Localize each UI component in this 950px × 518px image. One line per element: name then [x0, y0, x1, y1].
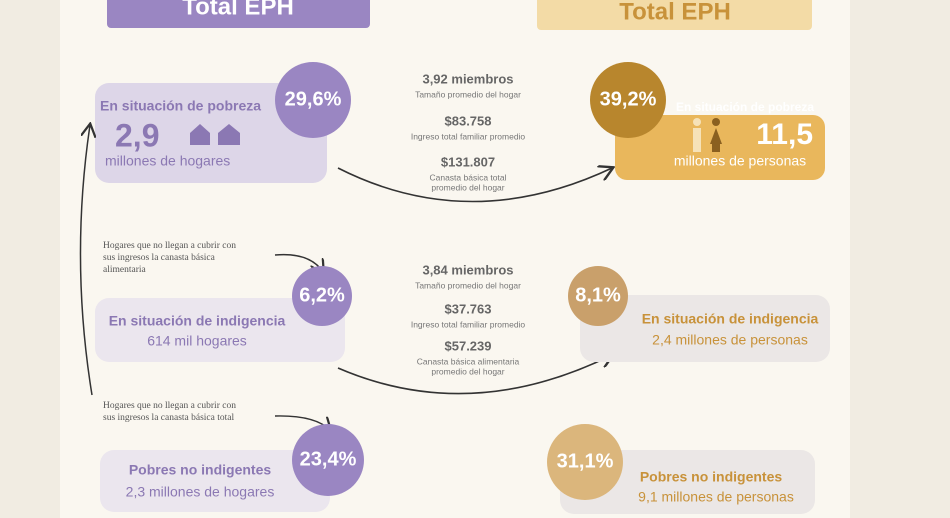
box — [100, 450, 330, 512]
box — [95, 298, 345, 362]
note: Hogares que no llegan a cubrir con sus in… — [103, 241, 236, 275]
label: En situación de indigencia — [642, 311, 819, 327]
stat-caption: Canasta básica total — [429, 172, 506, 182]
left-header-title: Total EPH — [182, 0, 294, 20]
box — [95, 83, 327, 183]
arrow — [337, 168, 612, 203]
percent-circle — [292, 266, 352, 326]
label: Pobres no indigentes — [129, 462, 272, 478]
percent: 8,1% — [575, 284, 621, 306]
left-header — [107, 0, 370, 28]
stats: 3,84 miembros Tamaño promedio del hogar $3… — [411, 262, 526, 376]
percent: 39,2% — [600, 88, 657, 110]
stat-value: 3,84 miembros — [422, 262, 513, 277]
stat-caption: promedio del hogar — [431, 182, 504, 192]
percent-circle — [275, 62, 351, 138]
box — [580, 295, 830, 362]
unit: 2,4 millones de personas — [652, 332, 808, 348]
percent-circle — [568, 266, 628, 326]
stat-value: $57.239 — [445, 338, 492, 353]
stat-value: $83.758 — [445, 113, 492, 128]
percent-circle — [590, 62, 666, 138]
stat-value: $131.807 — [441, 154, 495, 169]
unit: 614 mil hogares — [147, 333, 247, 349]
right-header-title: Total EPH — [619, 0, 731, 25]
percent: 6,2% — [299, 284, 345, 306]
percent: 31,1% — [557, 450, 614, 472]
unit: millones de personas — [674, 153, 806, 169]
arrow — [79, 125, 92, 396]
big-number: 11,5 — [756, 118, 813, 151]
percent: 23,4% — [300, 448, 357, 470]
stat-value: $37.763 — [445, 301, 492, 316]
stat-caption: Canasta básica alimentaria — [417, 356, 520, 366]
label: En situación de pobreza — [100, 98, 261, 114]
stat-caption: Ingreso total familiar promedio — [411, 131, 526, 141]
house-icons — [190, 124, 240, 145]
unit: 2,3 millones de hogares — [126, 484, 275, 500]
box — [560, 450, 815, 514]
label: En situación de pobreza — [676, 100, 814, 114]
percent-circle — [292, 424, 364, 496]
stat-caption: promedio del hogar — [431, 366, 504, 376]
label: En situación de indigencia — [109, 313, 286, 329]
percent-circle — [547, 424, 623, 500]
unit: millones de hogares — [105, 153, 230, 169]
stat-caption: Tamaño promedio del hogar — [415, 89, 521, 99]
arrow — [337, 355, 612, 395]
stat-value: 3,92 miembros — [422, 71, 513, 86]
unit: 9,1 millones de personas — [638, 489, 794, 505]
people-icons — [693, 118, 722, 152]
big-number: 2,9 — [115, 117, 159, 153]
percent: 29,6% — [285, 88, 342, 110]
label: Pobres no indigentes — [640, 469, 783, 485]
stat-caption: Ingreso total familiar promedio — [411, 319, 526, 329]
right-header — [537, 0, 812, 30]
note: Hogares que no llegan a cubrir con sus in… — [103, 401, 236, 423]
stats: 3,92 miembros Tamaño promedio del hogar $8… — [411, 71, 526, 192]
stat-caption: Tamaño promedio del hogar — [415, 280, 521, 290]
